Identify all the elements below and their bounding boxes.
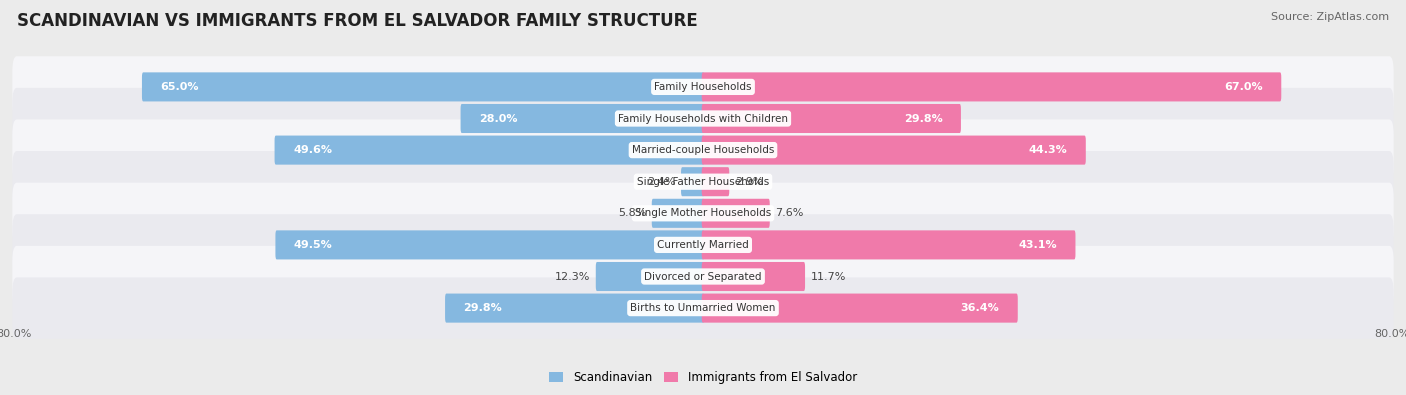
Legend: Scandinavian, Immigrants from El Salvador: Scandinavian, Immigrants from El Salvado… [544,366,862,389]
Text: 44.3%: 44.3% [1029,145,1067,155]
FancyBboxPatch shape [702,199,769,228]
FancyBboxPatch shape [596,262,704,291]
Text: 2.4%: 2.4% [647,177,675,187]
FancyBboxPatch shape [702,135,1085,165]
FancyBboxPatch shape [702,262,806,291]
Text: 36.4%: 36.4% [960,303,1000,313]
Text: 5.8%: 5.8% [617,208,647,218]
FancyBboxPatch shape [702,293,1018,323]
FancyBboxPatch shape [13,214,1393,276]
FancyBboxPatch shape [446,293,704,323]
Text: 29.8%: 29.8% [904,113,942,124]
Text: 29.8%: 29.8% [464,303,502,313]
Text: 2.9%: 2.9% [735,177,763,187]
FancyBboxPatch shape [681,167,704,196]
Text: SCANDINAVIAN VS IMMIGRANTS FROM EL SALVADOR FAMILY STRUCTURE: SCANDINAVIAN VS IMMIGRANTS FROM EL SALVA… [17,12,697,30]
FancyBboxPatch shape [142,72,704,102]
Text: 11.7%: 11.7% [811,271,846,282]
Text: 49.6%: 49.6% [292,145,332,155]
Text: Family Households with Children: Family Households with Children [619,113,787,124]
Text: 49.5%: 49.5% [294,240,333,250]
FancyBboxPatch shape [702,104,960,133]
Text: 7.6%: 7.6% [775,208,804,218]
Text: Single Mother Households: Single Mother Households [636,208,770,218]
FancyBboxPatch shape [13,119,1393,181]
Text: 67.0%: 67.0% [1225,82,1263,92]
FancyBboxPatch shape [461,104,704,133]
Text: Births to Unmarried Women: Births to Unmarried Women [630,303,776,313]
FancyBboxPatch shape [13,246,1393,307]
FancyBboxPatch shape [702,167,730,196]
FancyBboxPatch shape [276,230,704,260]
Text: 28.0%: 28.0% [479,113,517,124]
FancyBboxPatch shape [13,277,1393,339]
FancyBboxPatch shape [13,151,1393,213]
Text: Currently Married: Currently Married [657,240,749,250]
Text: Source: ZipAtlas.com: Source: ZipAtlas.com [1271,12,1389,22]
FancyBboxPatch shape [702,230,1076,260]
Text: Divorced or Separated: Divorced or Separated [644,271,762,282]
Text: 43.1%: 43.1% [1018,240,1057,250]
FancyBboxPatch shape [702,72,1281,102]
FancyBboxPatch shape [274,135,704,165]
Text: Family Households: Family Households [654,82,752,92]
FancyBboxPatch shape [13,56,1393,118]
Text: 12.3%: 12.3% [555,271,591,282]
FancyBboxPatch shape [13,182,1393,244]
FancyBboxPatch shape [13,88,1393,149]
Text: Single Father Households: Single Father Households [637,177,769,187]
Text: Married-couple Households: Married-couple Households [631,145,775,155]
FancyBboxPatch shape [652,199,704,228]
Text: 65.0%: 65.0% [160,82,200,92]
